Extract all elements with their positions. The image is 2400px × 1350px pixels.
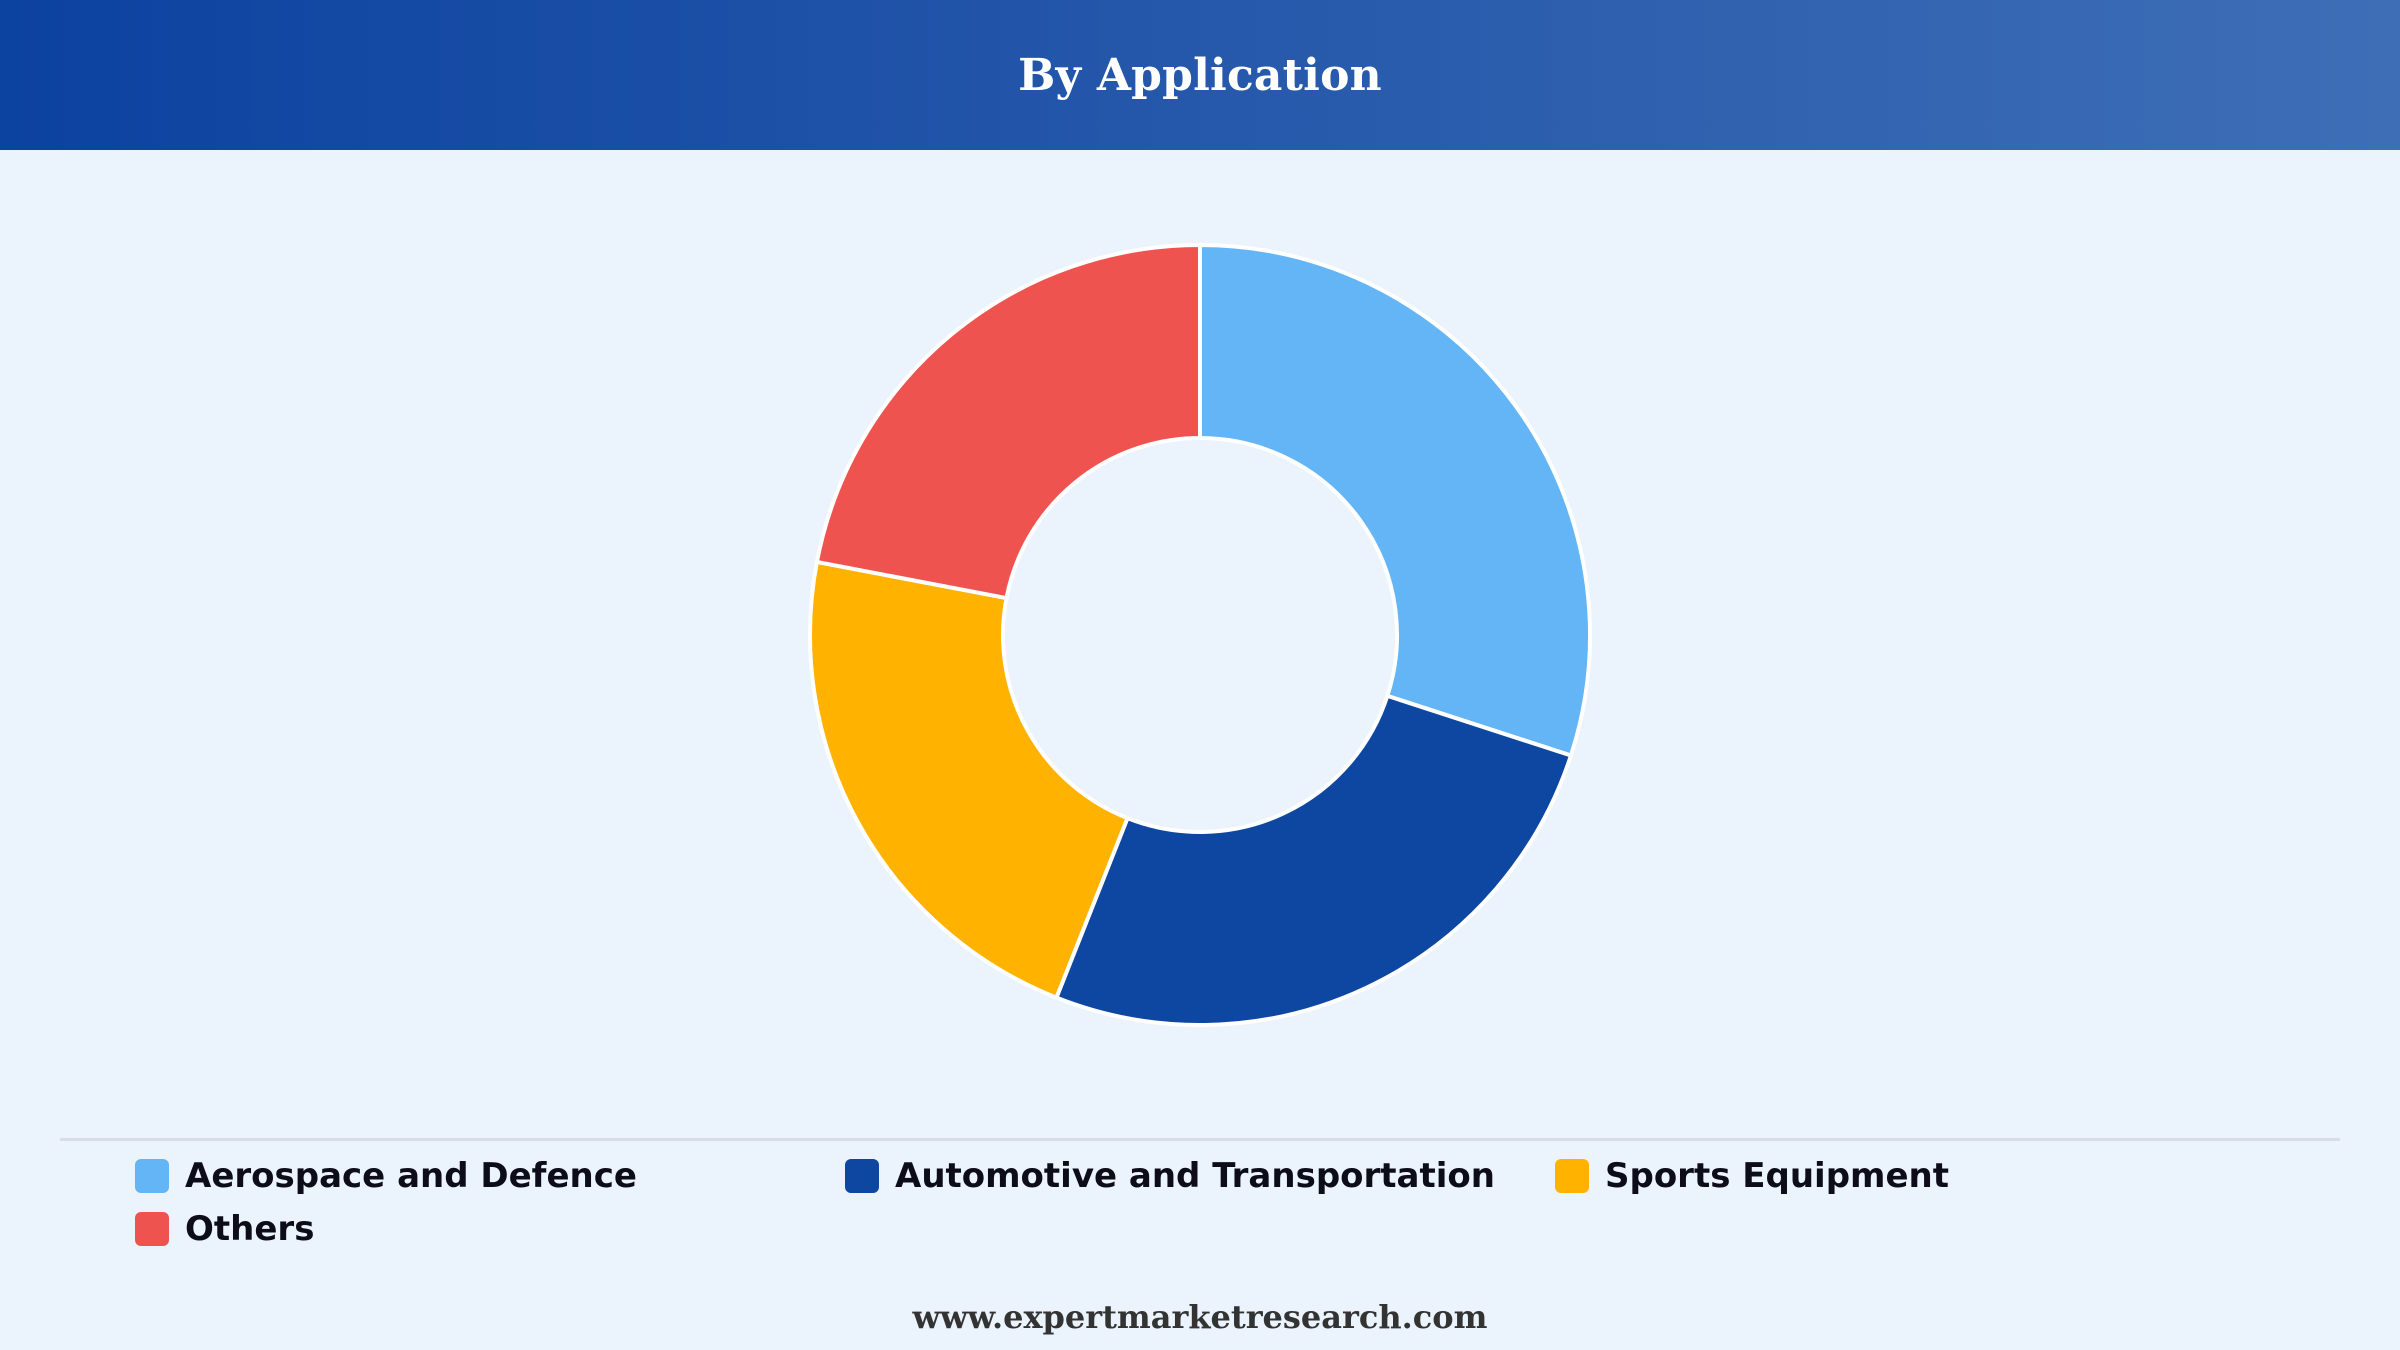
legend-swatch xyxy=(135,1159,169,1193)
legend-divider xyxy=(60,1138,2340,1141)
source-url: www.expertmarketresearch.com xyxy=(912,1298,1488,1336)
legend-label: Aerospace and Defence xyxy=(185,1156,637,1196)
chart-title: By Application xyxy=(1018,49,1382,101)
slice-aerospace-and-defence[interactable] xyxy=(1198,243,1592,758)
header-bar: By Application xyxy=(0,0,2400,150)
legend-swatch xyxy=(845,1159,879,1193)
slice-sports-equipment[interactable] xyxy=(808,559,1130,1000)
legend-item-aerospace-and-defence[interactable]: Aerospace and Defence xyxy=(135,1156,637,1196)
legend-swatch xyxy=(1555,1159,1589,1193)
slice-others[interactable] xyxy=(814,243,1202,601)
legend-label: Automotive and Transportation xyxy=(895,1156,1495,1196)
legend-label: Others xyxy=(185,1209,315,1249)
legend-label: Sports Equipment xyxy=(1605,1156,1949,1196)
legend-item-automotive-and-transportation[interactable]: Automotive and Transportation xyxy=(845,1156,1495,1196)
slice-automotive-and-transportation[interactable] xyxy=(1054,693,1573,1027)
donut-slices xyxy=(808,243,1592,1027)
legend-item-others[interactable]: Others xyxy=(135,1209,314,1249)
legend-item-sports-equipment[interactable]: Sports Equipment xyxy=(1555,1156,1949,1196)
legend-swatch xyxy=(135,1212,169,1246)
